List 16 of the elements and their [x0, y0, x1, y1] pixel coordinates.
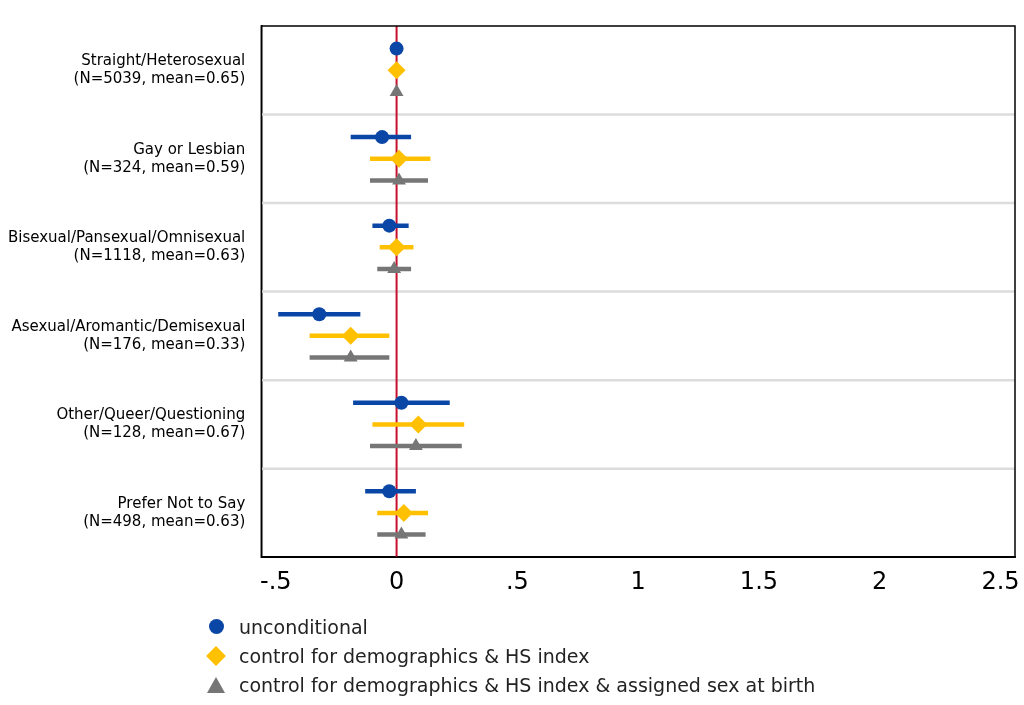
x-tick-label: .5: [505, 566, 529, 595]
y-tick-label: Other/Queer/Questioning (N=128, mean=0.67): [56, 405, 246, 442]
x-tick-label: 1.5: [739, 566, 779, 595]
y-tick-label: Prefer Not to Say (N=498, mean=0.63): [83, 493, 246, 530]
x-tick-label: -.5: [260, 566, 292, 595]
legend-label: unconditional: [239, 615, 368, 638]
y-tick-label: Straight/Heterosexual (N=5039, mean=0.65): [73, 51, 246, 88]
x-tick-label: 1: [630, 566, 646, 595]
y-tick-label: Gay or Lesbian (N=324, mean=0.59): [83, 139, 246, 176]
x-tick-label: 0: [388, 566, 405, 595]
y-tick-label: Bisexual/Pansexual/Omnisexual (N=1118, mean=0.63): [7, 228, 246, 265]
x-tick-label: 2.5: [981, 566, 1020, 595]
legend-label: control for demographics & HS index & assigned sex at birth: [239, 673, 816, 696]
legend-label: control for demographics & HS index: [239, 644, 590, 667]
x-tick-label: 2: [872, 566, 888, 595]
y-tick-label: Asexual/Aromantic/Demisexual (N=176, mean=0.33): [11, 316, 246, 353]
